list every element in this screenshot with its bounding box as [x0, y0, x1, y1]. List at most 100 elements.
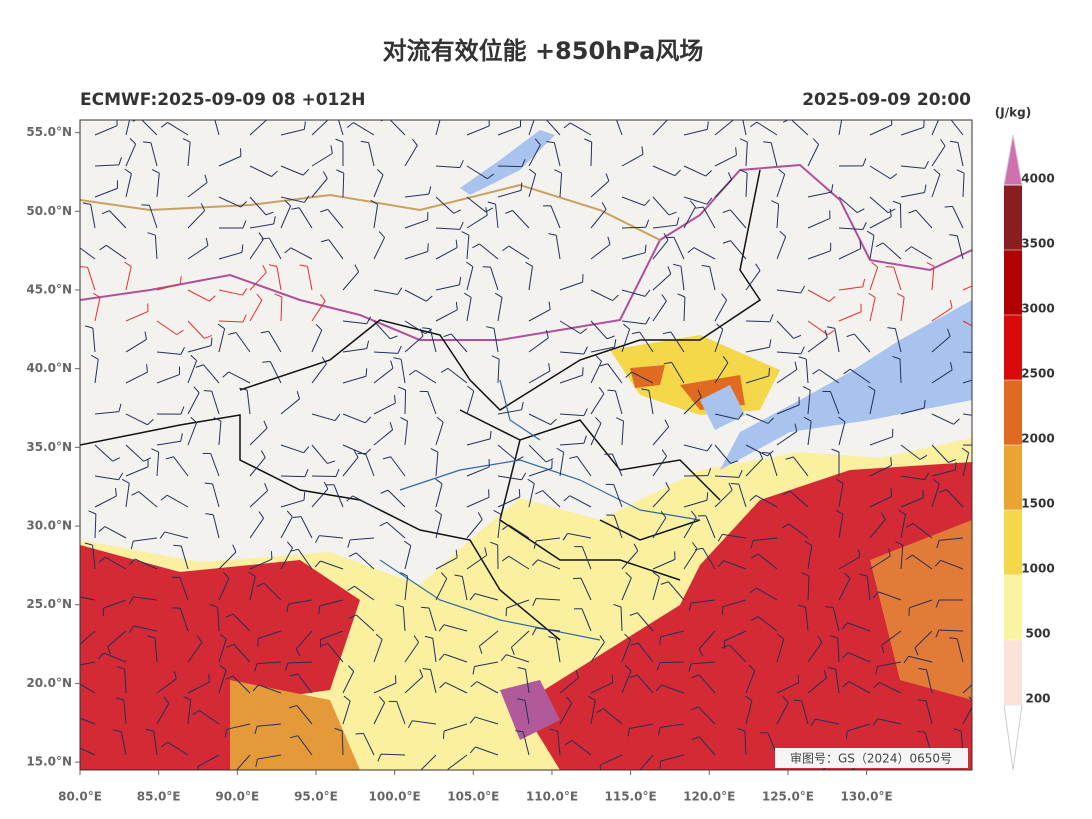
wind-barb: [232, 613, 251, 632]
wind-barb: [142, 141, 152, 144]
wind-barb: [918, 699, 927, 702]
wind-barb: [263, 582, 282, 601]
wind-barb: [749, 495, 757, 501]
wind-barb: [714, 329, 724, 353]
wind-barb: [817, 635, 823, 643]
wind-barb: [776, 638, 785, 663]
wind-barb: [138, 491, 158, 508]
wind-barb: [584, 138, 592, 143]
wind-barb: [298, 207, 313, 229]
wind-barb: [187, 700, 192, 725]
wind-barb: [435, 478, 443, 485]
wind-barb: [556, 447, 564, 453]
wind-barb: [92, 328, 96, 353]
wind-barb: [373, 237, 386, 260]
wind-barb: [756, 587, 778, 601]
wind-barb: [80, 653, 81, 655]
wind-barb: [134, 558, 158, 570]
wind-barb: [940, 559, 964, 570]
wind-barb: [412, 720, 437, 725]
wind-barb: [125, 371, 148, 384]
wind-barb: [402, 607, 406, 632]
x-tick-label: 130.0°E: [841, 790, 893, 804]
wind-barb: [404, 289, 427, 302]
x-tick-label: 120.0°E: [683, 790, 735, 804]
wind-barb: [176, 329, 184, 336]
wind-barb: [924, 472, 930, 480]
wind-barb: [875, 242, 884, 248]
wind-barb: [469, 593, 476, 601]
wind-barb: [133, 537, 158, 542]
wind-barb: [366, 316, 372, 324]
wind-barb: [673, 237, 685, 260]
wind-barb: [510, 647, 515, 655]
wind-barb: [900, 297, 905, 322]
wind-barb: [611, 453, 623, 477]
wind-barb: [729, 209, 747, 229]
wind-barb: [521, 159, 526, 167]
wind-barb: [553, 142, 561, 167]
wind-barb: [776, 289, 801, 294]
wind-barb: [477, 512, 483, 520]
wind-barb: [213, 417, 222, 422]
wind-barb: [778, 168, 785, 175]
wind-barb: [745, 444, 768, 457]
wind-barb: [588, 695, 596, 701]
x-tick-label: 100.0°E: [369, 790, 421, 804]
wind-barb: [916, 730, 925, 733]
wind-barb: [261, 237, 270, 240]
wind-barb: [222, 371, 230, 378]
wind-barb: [112, 457, 121, 462]
wind-barb: [807, 191, 832, 198]
wind-barb: [709, 266, 716, 291]
wind-barb: [408, 369, 416, 376]
wind-barb: [284, 200, 291, 207]
wind-barb: [857, 208, 865, 214]
colorbar-extend: [1003, 134, 1023, 186]
wind-barb: [823, 670, 828, 678]
wind-barb: [807, 250, 831, 260]
wind-barb: [404, 251, 428, 260]
wind-barb: [303, 446, 310, 453]
wind-barb: [436, 107, 442, 112]
wind-barb: [419, 328, 424, 337]
wind-barb: [204, 335, 213, 339]
wind-barb: [536, 597, 561, 601]
wind-barb: [389, 335, 398, 340]
wind-barb: [404, 193, 429, 198]
wind-barb: [447, 769, 449, 770]
wind-barb: [776, 369, 798, 384]
wind-barb: [750, 121, 758, 128]
wind-barb: [908, 209, 917, 214]
wind-barb: [241, 244, 244, 253]
wind-barb: [639, 331, 654, 353]
wind-barb: [694, 547, 703, 551]
wind-barb: [246, 390, 251, 415]
wind-barb: [757, 553, 778, 570]
wind-barb: [664, 419, 670, 428]
wind-barb: [131, 491, 139, 496]
wind-barb: [797, 604, 806, 608]
wind-barb: [676, 217, 680, 226]
wind-barb: [881, 630, 902, 646]
wind-barb: [190, 416, 197, 423]
wind-barb: [559, 677, 579, 694]
y-tick-label: 15.0°N: [26, 755, 72, 769]
wind-barb: [130, 541, 134, 550]
wind-barb: [918, 668, 927, 671]
wind-barb: [851, 770, 854, 778]
wind-barb: [880, 512, 886, 520]
wind-barb: [125, 413, 148, 426]
wind-barb: [197, 766, 199, 770]
wind-barb: [373, 402, 396, 415]
wind-barb: [898, 509, 906, 515]
wind-barb: [94, 359, 99, 384]
wind-barb: [932, 478, 940, 485]
wind-barb: [652, 455, 668, 477]
wind-barb: [661, 684, 685, 694]
wind-barb: [782, 490, 791, 496]
wind-barb: [962, 320, 972, 327]
wind-barb: [280, 516, 293, 539]
wind-barb: [151, 448, 159, 453]
wind-barb: [295, 630, 313, 650]
